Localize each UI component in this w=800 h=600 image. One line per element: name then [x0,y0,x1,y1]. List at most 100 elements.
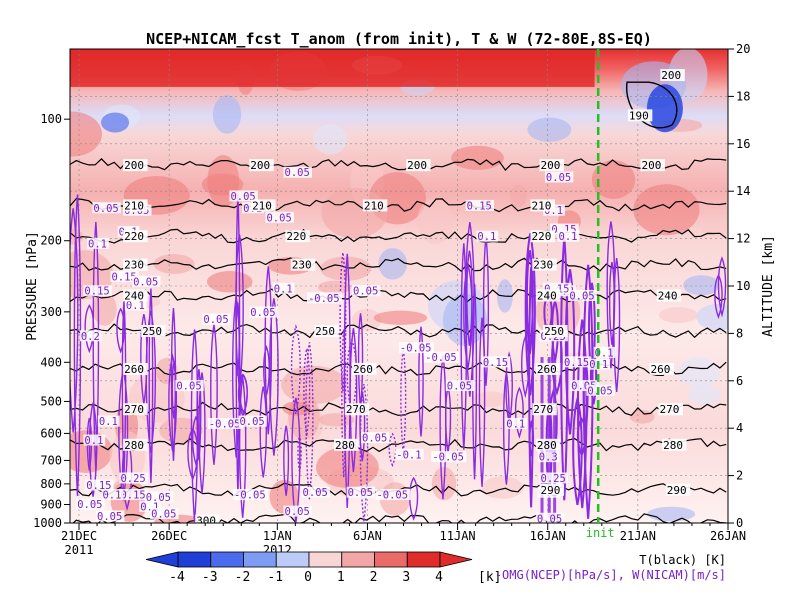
w-contour-label: 0.05 [77,499,102,511]
pressure-tick-label: 300 [40,305,62,319]
isotherm-label-280: 280 [335,439,355,452]
init-label: init [586,526,615,540]
isotherm-label-220: 220 [532,230,552,243]
w-contour-label: 0.05 [348,487,373,499]
w-label-bg [175,380,204,392]
isotherm-label-bg [640,159,665,172]
w-label-bg [87,237,109,249]
w-contour [359,384,369,522]
isotherm-label-bg [362,199,388,212]
w-contour-label: 0.05 [151,509,176,521]
w-contour-label: 0.05 [362,433,387,445]
w-label-bg [537,451,560,463]
warm-anomaly-patch [317,280,352,294]
w-contour-label: 0.1 [559,231,578,243]
isotherm-label-250: 250 [544,325,564,338]
w-label-bg [144,491,174,503]
isotherm-label-200: 200 [661,69,681,82]
warm-anomaly-patch [206,271,253,293]
w-contour-label: 0.05 [230,191,255,203]
isotherm-label-bg [532,403,557,416]
x-tick-label: 16JAN [530,529,566,543]
w-contour [283,425,290,496]
isotherm-label-270: 270 [346,403,366,416]
colorbar-segment [406,551,441,568]
w-contour [263,345,270,396]
legend-temperature: T(black) [K] [639,553,726,567]
isotherm-240 [70,288,727,303]
isotherm-label-250: 250 [315,325,335,338]
y-axis-right-label: ALTITUDE [km] [761,235,776,337]
w-contour [290,324,301,415]
w-contour [478,317,486,487]
axes: 100 200 300 400 500 600 700 800 900 1000 0 2 4 6 8 10 12… [33,42,750,557]
w-label-bg [76,498,105,510]
w-contour [357,313,364,409]
altitude-tick-label: 18 [736,89,750,103]
warm-anomaly-patch [373,310,428,325]
w-label-bg [207,417,243,429]
w-contour-label: -0.05 [400,343,432,355]
w-label-bg [79,330,102,342]
colorbar: -4 -3 -2 -1 0 1 2 3 4 [k] [145,551,501,585]
w-contour [463,261,473,369]
w-contour-label: 0.15 [467,200,492,212]
w-contour [409,476,419,521]
isotherm-label-240: 240 [124,289,144,302]
w-contour-label: 0.05 [97,511,122,523]
pressure-tick-label: 100 [40,112,62,126]
w-label-bg [301,486,330,498]
warm-anomaly-patch [633,184,700,236]
isotherm-label-bg [123,438,148,451]
cool-anomaly-patch [212,95,242,134]
w-label-bg [586,384,615,396]
w-contour [303,348,311,437]
w-contour [86,417,93,471]
isotherm-label-200: 200 [641,159,661,172]
colorbar-tick-label: 2 [370,570,378,585]
isotherm-label-bg [251,199,276,212]
warm-anomaly-patch [316,446,379,488]
colorbar-segment [374,551,408,568]
w-contour-label: 0.05 [93,203,118,215]
isotherm-260 [70,361,727,377]
isotherm-label-260: 260 [537,363,557,376]
isotherm-label-bg [535,289,561,302]
warm-anomaly-patch [281,365,347,405]
w-label-bg [505,417,528,429]
y-axis-left-label: PRESSURE [hPa] [25,231,40,341]
w-label-bg [424,351,460,363]
w-contour-label: 0.05 [285,506,310,518]
cool-anomaly-patch [378,248,408,280]
cool-anomaly-patch [688,385,722,405]
colorbar-tick-label: -1 [267,570,283,585]
w-label-bg [570,380,599,392]
isotherm-label-bg [285,230,310,243]
isotherm-label-bg [627,109,653,122]
w-contour-label: 0.3 [539,452,558,464]
x-tick-label: 26DEC [151,529,187,543]
cool-anomaly-patch [527,117,572,142]
colorbar-unit: [k] [478,570,501,585]
warm-anomaly-patch [510,184,527,208]
w-contour-label: 0.05 [569,290,594,302]
isotherm-250 [70,323,727,339]
isotherm-label-260: 260 [353,363,373,376]
w-label-bg [85,479,114,491]
altitude-tick-label: 0 [736,516,743,530]
isotherm-label-bg [530,199,556,212]
w-contour-label: 0.05 [266,212,291,224]
isotherm-label-230: 230 [292,259,312,272]
isotherm-label-bg [649,362,674,375]
cool-anomaly-patch [677,357,720,389]
pressure-tick-label: 500 [40,394,62,408]
isotherm-label-bg [352,362,377,375]
w-contour-label: 0.05 [203,314,228,326]
legend-wind: -OMG(NCEP)[hPa/s], W(NICAM)[m/s] [495,568,726,582]
isotherm-label-bg [662,438,687,451]
w-contour-label: 0.15 [564,357,589,369]
w-contour-label: 0.15 [120,490,145,502]
x-tick-label: 21JAN [620,529,656,543]
w-label-bg [593,346,616,358]
warm-anomaly-patch [269,479,299,514]
